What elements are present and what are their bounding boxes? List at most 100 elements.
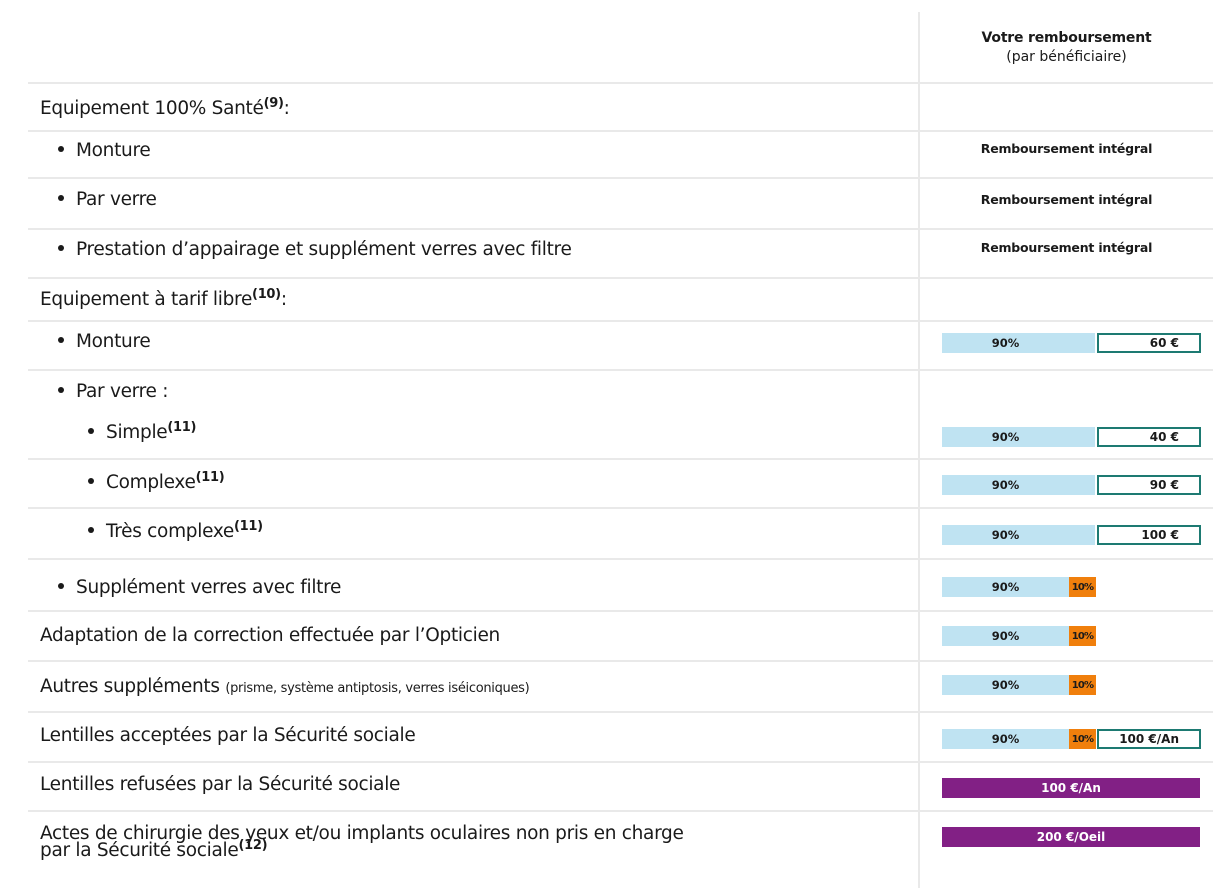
amount-box: 100 € <box>1097 525 1201 545</box>
amount-label: 100 €/An <box>1041 781 1101 795</box>
row-divider <box>28 458 1213 460</box>
bullet-icon <box>88 428 94 434</box>
label-text: Monture <box>76 331 151 352</box>
coverage-bar-10: 10% <box>1069 577 1096 597</box>
label-text: Monture <box>76 140 151 161</box>
pct2-label: 10% <box>1071 581 1094 593</box>
bullet-icon <box>58 583 64 589</box>
column-header-subtitle: (par bénéficiaire) <box>1006 49 1127 65</box>
footnote-ref: (10) <box>252 286 281 302</box>
label-text: Simple <box>106 422 168 443</box>
row-label: Lentilles refusées par la Sécurité socia… <box>40 774 400 795</box>
pct-label: 90% <box>991 629 1020 643</box>
amount-label: 200 €/Oeil <box>1036 830 1106 844</box>
bullet-icon <box>58 387 64 393</box>
coverage-bar-90: 90% <box>942 427 1095 447</box>
label-text: Autres suppléments <box>40 676 220 697</box>
row-divider <box>28 320 1213 322</box>
header-divider <box>28 82 1213 84</box>
amount-label: 60 € <box>1149 336 1179 350</box>
label-text: Equipement à tarif libre <box>40 289 253 310</box>
bullet-icon <box>58 146 64 152</box>
row-divider <box>28 177 1213 179</box>
bullet-icon <box>88 527 94 533</box>
amount-bar-purple: 100 €/An <box>942 778 1200 798</box>
bullet-icon <box>58 337 64 343</box>
row-label: Autres suppléments (prisme, système anti… <box>40 676 530 697</box>
row-label: Equipement 100% Santé(9): <box>40 95 290 119</box>
label-text: Par verre <box>76 189 157 210</box>
amount-box: 40 € <box>1097 427 1201 447</box>
bullet-icon <box>58 195 64 201</box>
coverage-bar-10: 10% <box>1069 675 1096 695</box>
row-divider <box>28 558 1213 560</box>
coverage-bar-10: 10% <box>1069 729 1096 749</box>
amount-box: 60 € <box>1097 333 1201 353</box>
row-divider <box>28 130 1213 132</box>
label-text: Prestation d’appairage et supplément ver… <box>76 239 572 260</box>
row-divider <box>28 369 1213 371</box>
label-text: Complexe <box>106 472 196 493</box>
row-label: Par verre <box>58 189 157 210</box>
label-text: Lentilles acceptées par la Sécurité soci… <box>40 725 416 746</box>
coverage-bar-90: 90% <box>942 626 1095 646</box>
label-text: Supplément verres avec filtre <box>76 577 342 598</box>
pct-label: 90% <box>991 478 1020 492</box>
row-label: Lentilles acceptées par la Sécurité soci… <box>40 725 416 746</box>
footnote-ref: (11) <box>195 469 225 485</box>
pct-label: 90% <box>991 336 1020 350</box>
column-header-title: Votre remboursement <box>981 30 1152 46</box>
coverage-bar-90: 90% <box>942 577 1095 597</box>
footnote-ref: (9) <box>263 95 284 111</box>
coverage-bar-10: 10% <box>1069 626 1096 646</box>
row-label: Très complexe(11) <box>88 518 263 542</box>
row-label: Supplément verres avec filtre <box>58 577 341 598</box>
coverage-bar-90: 90% <box>942 475 1095 495</box>
footnote-ref: (11) <box>234 518 263 534</box>
column-separator <box>918 12 920 888</box>
bullet-icon <box>88 478 94 484</box>
value-text: Remboursement intégral <box>980 240 1153 255</box>
pct2-label: 10% <box>1071 733 1094 745</box>
column-header: Votre remboursement (par bénéficiaire) <box>920 14 1213 82</box>
footnote-ref: (12) <box>238 837 268 853</box>
row-label: Complexe(11) <box>88 469 225 493</box>
label-text-line2: par la Sécurité sociale <box>40 840 239 861</box>
row-label: Monture <box>58 331 151 352</box>
row-label: Par verre : <box>58 381 168 402</box>
row-divider <box>28 711 1213 713</box>
value-text: Remboursement intégral <box>980 192 1153 207</box>
row-label: Monture <box>58 140 151 161</box>
label-text: Adaptation de la correction effectuée pa… <box>40 625 500 646</box>
label-text: Lentilles refusées par la Sécurité socia… <box>40 774 401 795</box>
label-text: Equipement 100% Santé <box>40 98 264 119</box>
row-label: Actes de chirurgie des yeux et/ou implan… <box>40 823 684 861</box>
amount-box: 100 €/An <box>1097 729 1201 749</box>
amount-label: 100 € <box>1141 528 1179 542</box>
row-label: Adaptation de la correction effectuée pa… <box>40 625 500 646</box>
value-text: Remboursement intégral <box>980 141 1153 156</box>
amount-box: 90 € <box>1097 475 1201 495</box>
row-divider <box>28 228 1213 230</box>
pct-label: 90% <box>991 732 1020 746</box>
pct-label: 90% <box>991 528 1020 542</box>
label-suffix: : <box>280 289 287 310</box>
pct-label: 90% <box>991 430 1020 444</box>
row-divider <box>28 810 1213 812</box>
row-divider <box>28 761 1213 763</box>
label-note: (prisme, système antiptosis, verres iséi… <box>225 681 530 696</box>
amount-label: 90 € <box>1149 478 1179 492</box>
label-text: Très complexe <box>106 521 234 542</box>
label-text: Par verre : <box>76 381 169 402</box>
coverage-bar-90: 90% <box>942 675 1095 695</box>
row-label: Simple(11) <box>88 421 196 443</box>
amount-label: 40 € <box>1149 430 1179 444</box>
row-label: Equipement à tarif libre(10): <box>40 286 287 310</box>
pct2-label: 10% <box>1071 679 1094 691</box>
pct-label: 90% <box>991 678 1020 692</box>
coverage-bar-90: 90% <box>942 333 1095 353</box>
label-text: Actes de chirurgie des yeux et/ou implan… <box>40 823 684 844</box>
row-label: Prestation d’appairage et supplément ver… <box>58 239 572 260</box>
row-divider <box>28 660 1213 662</box>
coverage-bar-90: 90% <box>942 525 1095 545</box>
